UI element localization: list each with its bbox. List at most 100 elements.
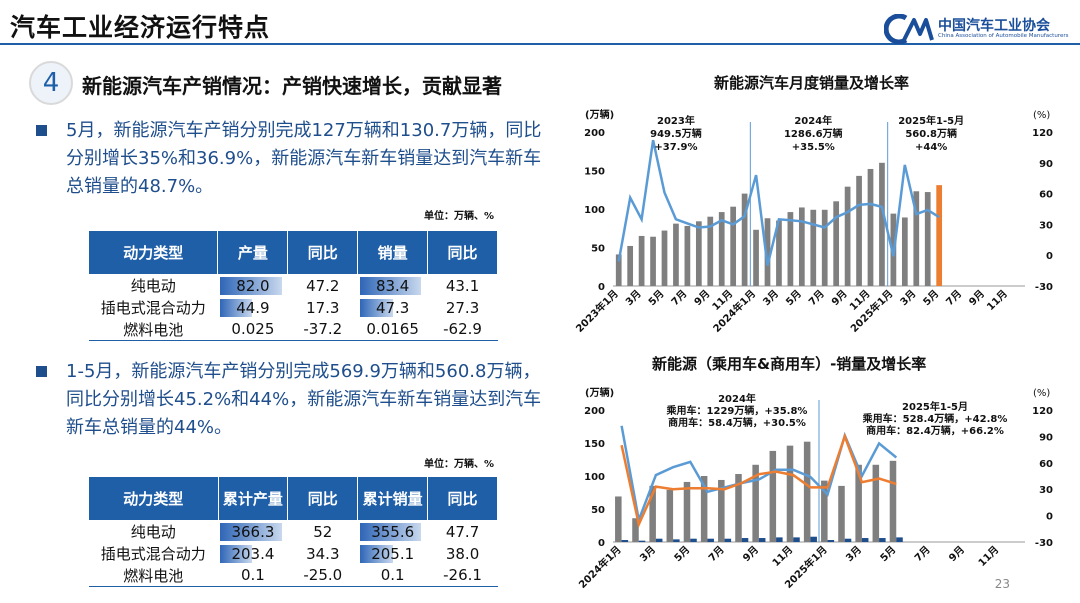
y2-tick-label: 120	[1032, 406, 1053, 417]
x-tick-label: 11月	[770, 544, 795, 569]
table-may: 动力类型 产量 同比 销量 同比 纯电动 82.0 47.2 83.4 43.1…	[87, 230, 498, 341]
bar	[867, 168, 874, 286]
x-tick-label: 9月	[692, 288, 712, 308]
bar	[615, 254, 622, 286]
bar-passenger	[735, 474, 742, 542]
x-tick-label: 7月	[669, 288, 689, 308]
y2-tick-label: 0	[1046, 251, 1053, 262]
cell-sales-yoy: 47.7	[427, 520, 498, 543]
chart2-title: 新能源（乘用车&商用车）-销量及增长率	[652, 355, 927, 373]
cell-sales: 0.0165	[357, 318, 428, 341]
cell-prod: 0.025	[217, 318, 288, 341]
annotation-line: 商用车：58.4万辆，+30.5%	[668, 416, 806, 429]
annotation-period: 2025年1-5月	[902, 400, 968, 413]
table-jan-may: 动力类型 累计产量 同比 累计销量 同比 纯电动 366.3 52 355.6 …	[88, 476, 498, 587]
cell-prod: 0.1	[218, 564, 288, 587]
data-bar-fill	[359, 277, 422, 295]
cell-sales: 47.3	[358, 297, 428, 319]
growth-line	[617, 139, 940, 266]
bar	[741, 193, 748, 286]
y-tick-label: 100	[584, 472, 605, 483]
y2-tick-label: 90	[1039, 432, 1053, 443]
y-tick-label: 200	[584, 128, 605, 139]
th-sales-yoy: 同比	[427, 230, 498, 275]
cell-prod: 366.3	[218, 520, 288, 543]
x-tick-label: 3月	[761, 288, 781, 308]
x-tick-label: 9月	[967, 288, 987, 308]
bullet-may: 5月，新能源汽车产销分别完成127万辆和130.7万辆，同比分别增长35%和36…	[36, 117, 556, 201]
x-tick-label: 5月	[783, 288, 803, 308]
cell-sales-yoy: 38.0	[445, 544, 480, 563]
data-bar-fill	[359, 544, 394, 563]
bar-passenger	[718, 479, 725, 542]
th-prod: 产量	[217, 230, 289, 275]
logo-text-en: China Association of Automobile Manufact…	[938, 33, 1069, 39]
section-badge-icon	[29, 61, 73, 105]
bar-commercial	[844, 538, 852, 542]
data-bar-fill	[219, 298, 252, 317]
bar-commercial	[638, 540, 646, 542]
cell-type: 纯电动	[88, 520, 218, 543]
y2-tick-label: 30	[1039, 485, 1053, 496]
bar	[810, 209, 817, 286]
bar-passenger	[786, 445, 794, 542]
y2-axis-unit: (%)	[1033, 110, 1050, 121]
bar-passenger	[615, 496, 622, 542]
y-axis-unit: (万辆)	[585, 386, 614, 399]
bar	[661, 230, 668, 286]
x-tick-label: 5月	[921, 288, 941, 308]
bullet-text: 5月，新能源汽车产销分别完成127万辆和130.7万辆，同比分别增长35%和36…	[66, 120, 542, 197]
annotation-yoy: +35.5%	[792, 142, 835, 153]
commercial-growth-line	[620, 432, 897, 529]
cell-prod-yoy: 17.3	[306, 298, 340, 317]
cell-sales: 205.1	[358, 543, 428, 565]
bar	[627, 245, 634, 286]
cell-prod-yoy: 47.2	[287, 274, 358, 297]
bar-passenger	[666, 489, 674, 542]
y2-tick-label: -30	[1035, 282, 1053, 293]
annotation-period: 2023年	[657, 114, 695, 127]
table-row: 插电式混合动力 203.4 34.3 205.1 38.0	[89, 543, 498, 565]
cell-prod-yoy: -37.2	[287, 318, 358, 341]
cell-sales: 355.6	[357, 520, 428, 543]
cell-prod: 203.4	[218, 543, 288, 565]
y-tick-label: 150	[584, 167, 605, 178]
bar-commercial	[810, 536, 817, 542]
bar-passenger	[855, 464, 862, 542]
logo-text-cn: 中国汽车工业协会	[938, 18, 1050, 34]
bar-commercial	[861, 538, 869, 542]
table-row: 燃料电池 0.025 -37.2 0.0165 -62.9	[88, 318, 498, 341]
x-tick-label: 3月	[844, 544, 864, 564]
section-number: 4	[42, 68, 60, 98]
bullet-square-icon	[36, 125, 47, 136]
bar-passenger	[769, 450, 777, 542]
cell-sales-yoy: 27.3	[445, 298, 480, 317]
bar-passenger	[752, 464, 759, 542]
bar-commercial	[879, 538, 886, 542]
bar	[901, 217, 908, 286]
y2-tick-label: 120	[1032, 128, 1053, 139]
chart1-title: 新能源汽车月度销量及增长率	[714, 74, 910, 92]
data-bar-fill	[220, 523, 282, 541]
bar	[924, 192, 931, 286]
cell-sales-yoy: -26.1	[427, 564, 498, 587]
bar-commercial	[655, 538, 663, 542]
y2-tick-label: 90	[1039, 159, 1053, 170]
bullet-square-icon	[36, 366, 47, 377]
th-sales: 累计销量	[357, 476, 429, 521]
cell-prod-yoy: 34.3	[306, 544, 340, 563]
bar-current-month	[936, 185, 943, 286]
bar	[707, 216, 714, 286]
bar-passenger	[872, 464, 880, 542]
bar-passenger	[821, 480, 828, 542]
bar	[879, 162, 885, 286]
x-tick-label: 3月	[623, 288, 643, 308]
th-prod: 累计产量	[217, 476, 289, 521]
y-tick-label: 0	[598, 538, 605, 549]
y-tick-label: 200	[584, 406, 605, 417]
cell-sales-yoy: -62.9	[427, 318, 498, 341]
y-tick-label: 50	[591, 244, 605, 255]
annotation-yoy: +44%	[915, 142, 947, 153]
table-row: 纯电动 366.3 52 355.6 47.7	[88, 520, 498, 543]
bar-commercial	[724, 538, 732, 542]
